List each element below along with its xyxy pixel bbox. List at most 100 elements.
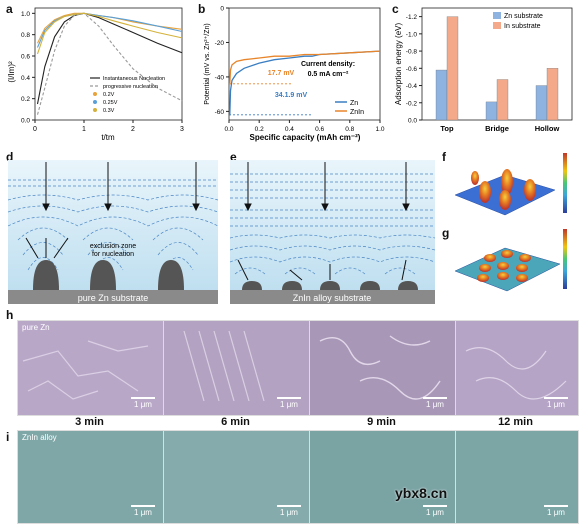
chart-a-ytick-label: 0.6 [21, 54, 30, 61]
chart-a-legend-swatch [93, 108, 97, 112]
chart-b-legend-label: ZnIn [350, 109, 364, 116]
chart-c-adsorption-bars: Adsorption energy (eV) 0.0 -0.2 -0.4 -0.6 -0… [394, 7, 573, 133]
chart-b-potential-curves: Potential (mV vs. Zn²⁺/Zn) Specific capa… [204, 6, 385, 143]
sem-image-znin-9min: 1 μm [309, 430, 458, 524]
panel-label-e: e [230, 150, 237, 164]
chart-a-ylabel: (I/Im)² [7, 61, 16, 83]
sem-row-label-znin: ZnIn alloy [22, 433, 57, 442]
chart-c-ytick-label: -0.2 [406, 100, 418, 107]
scale-bar: 1 μm [423, 505, 447, 517]
sem-image-znin-3min: ZnIn alloy 1 μm [17, 430, 166, 524]
scale-bar: 1 μm [277, 397, 301, 409]
chart-a-legend-label: Instantaneous Nucleation [103, 76, 165, 82]
diagram-d-substrate-label: pure Zn substrate [78, 293, 149, 303]
chart-b-xtick-label: 1.0 [375, 126, 384, 133]
chart-a-ytick-label: 0.8 [21, 32, 30, 39]
scale-bar: 1 μm [277, 505, 301, 517]
chart-c-ytick-label: -1.0 [406, 31, 418, 38]
time-label-9min: 9 min [367, 416, 396, 428]
chart-a-ytick-label: 0.0 [21, 118, 30, 125]
chart-b-xtick-label: 0.8 [345, 126, 354, 133]
panel-label-i: i [6, 430, 10, 444]
sem-image-zn-3min: pure Zn 1 μm [17, 320, 166, 416]
scale-bar: 1 μm [423, 397, 447, 409]
panel-label-d: d [6, 150, 14, 164]
chart-c-legend-label: Zn substrate [504, 13, 543, 20]
chart-b-znin-overpotential: 17.7 mV [268, 70, 295, 77]
diagram-e-znin-alloy-nucleation: ZnIn alloy substrate [230, 160, 435, 304]
chart-a-ytick-label: 1.0 [21, 11, 30, 18]
sem-image-zn-12min: 1 μm [455, 320, 579, 416]
watermark-text: ybx8.cn [395, 485, 448, 501]
scale-bar: 1 μm [131, 505, 155, 517]
surface-plot-f [454, 153, 567, 216]
chart-c-ytick-label: -0.4 [406, 83, 418, 90]
chart-c-legend-swatch [493, 22, 501, 29]
panel-label-f: f [442, 150, 446, 164]
chart-b-xtick-label: 0.6 [315, 126, 324, 133]
sem-row-label-zn: pure Zn [22, 323, 50, 332]
chart-b-density-line2: 0.5 mA cm⁻² [308, 71, 349, 78]
scale-bar: 1 μm [131, 397, 155, 409]
chart-b-density-line1: Current density: [301, 61, 355, 68]
time-label-12min: 12 min [498, 416, 533, 428]
chart-b-ytick-label: 0 [220, 6, 224, 13]
panel-label-g: g [442, 226, 450, 240]
chart-b-xtick-label: 0.0 [224, 126, 233, 133]
scale-bar: 1 μm [544, 397, 568, 409]
time-label-3min: 3 min [75, 416, 104, 428]
chart-a-xtick-label: 2 [131, 126, 135, 133]
chart-b-ytick-label: -60 [215, 109, 225, 116]
chart-b-ylabel: Potential (mV vs. Zn²⁺/Zn) [204, 23, 211, 105]
chart-c-bar [485, 101, 498, 121]
chart-b-xtick-label: 0.2 [255, 126, 264, 133]
sem-image-zn-9min: 1 μm [309, 320, 458, 416]
chart-b-legend-label: Zn [350, 100, 358, 107]
chart-c-ylabel: Adsorption energy (eV) [394, 23, 403, 106]
panel-label-a: a [6, 2, 13, 16]
chart-a-xtick-label: 1 [82, 126, 86, 133]
chart-a-ytick-label: 0.4 [21, 75, 30, 82]
chart-a-legend-label: 0.3V [103, 108, 115, 114]
chart-c-bar [496, 79, 509, 121]
chart-b-series-line [229, 50, 381, 85]
panel-label-h: h [6, 308, 14, 322]
chart-a-legend-label: 0.25V [103, 100, 118, 106]
chart-a-xtick-label: 3 [180, 126, 184, 133]
chart-b-ytick-label: -20 [215, 40, 225, 47]
diagram-d-annotation-line1: exclusion zone [90, 243, 136, 250]
chart-a-legend-swatch [93, 92, 97, 96]
panel-label-b: b [198, 2, 206, 16]
chart-a-xtick-label: 0 [33, 126, 37, 133]
surface-plot-g [454, 229, 567, 292]
chart-a-series-line [36, 12, 183, 55]
chart-c-ytick-label: -0.8 [406, 49, 418, 56]
chart-b-xlabel: Specific capacity (mAh cm⁻²) [250, 133, 361, 142]
chart-c-ytick-label: -1.2 [406, 14, 418, 21]
chart-c-bar [446, 16, 459, 121]
chart-b-zn-overpotential: 34.1.9 mV [275, 92, 308, 99]
diagram-d-annotation-line2: for nucleation [92, 251, 134, 258]
chart-c-ytick-label: -0.6 [406, 66, 418, 73]
chart-c-ytick-label: 0.0 [408, 118, 417, 125]
time-label-6min: 6 min [221, 416, 250, 428]
chart-a-legend-label: progressive nucleation [103, 84, 158, 90]
chart-c-legend-label: In substrate [504, 23, 541, 30]
chart-c-bar [435, 69, 448, 121]
chart-a-legend-label: 0.2V [103, 92, 115, 98]
diagram-e-substrate-label: ZnIn alloy substrate [293, 293, 372, 303]
chart-a-ytick-label: 0.2 [21, 96, 30, 103]
chart-c-bar [546, 68, 559, 121]
chart-a-nucleation-curves: (I/Im)² t/tm 0 1 2 3 0.0 0.2 0.4 0.6 0.8 1.0 Inst… [7, 7, 184, 142]
scale-bar: 1 μm [544, 505, 568, 517]
chart-c-category-label: Bridge [485, 124, 509, 133]
chart-a-series-line [37, 12, 183, 44]
chart-c-category-label: Hollow [535, 124, 560, 133]
chart-c-category-label: Top [440, 124, 454, 133]
chart-c-bar [535, 85, 548, 121]
sem-image-znin-12min: 1 μm [455, 430, 579, 524]
chart-c-legend-swatch [493, 12, 501, 19]
chart-b-ytick-label: -40 [215, 74, 225, 81]
chart-b-xtick-label: 0.4 [285, 126, 294, 133]
chart-a-xlabel: t/tm [101, 133, 115, 142]
